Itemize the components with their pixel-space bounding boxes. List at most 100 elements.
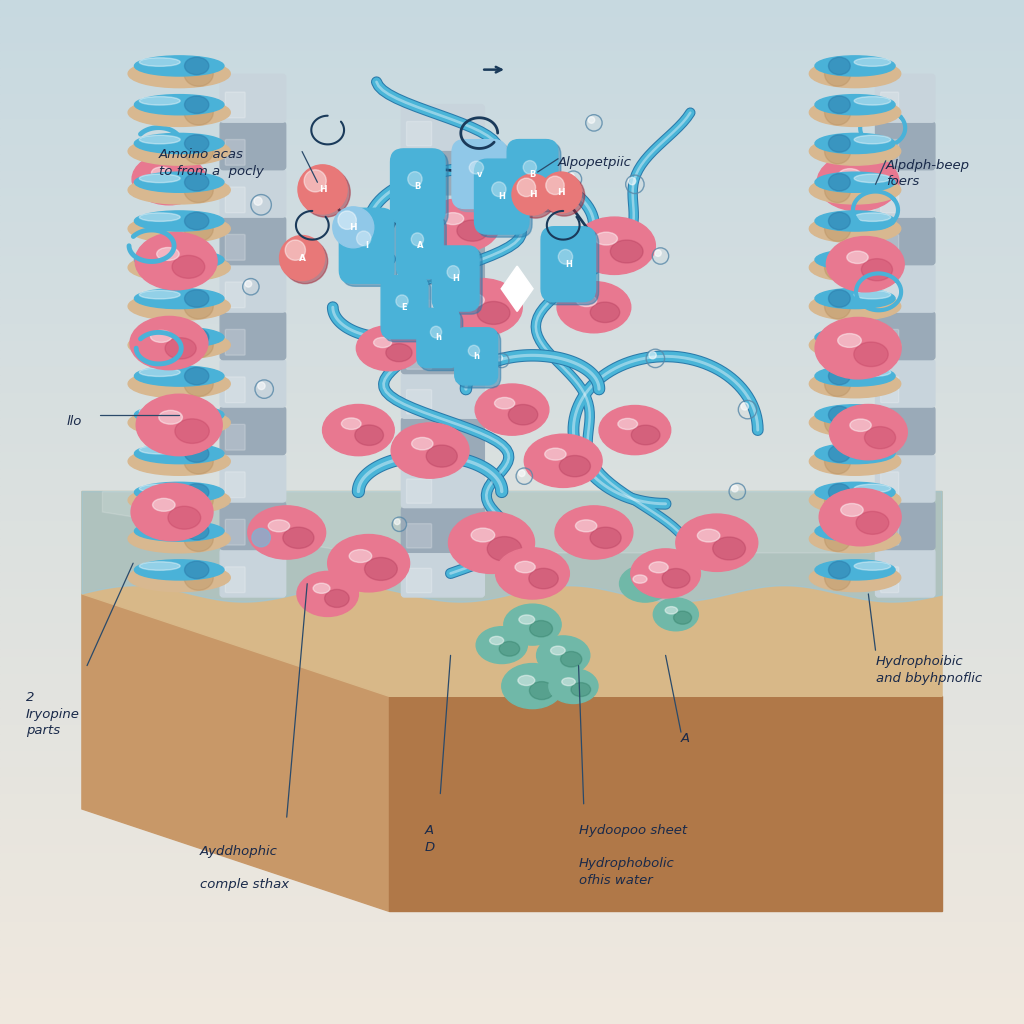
Ellipse shape xyxy=(558,250,572,264)
Bar xyxy=(0,69,1024,77)
Text: I: I xyxy=(366,242,368,250)
Ellipse shape xyxy=(128,331,230,359)
Ellipse shape xyxy=(666,606,678,614)
Text: H: H xyxy=(349,223,357,231)
FancyBboxPatch shape xyxy=(881,234,899,260)
Ellipse shape xyxy=(447,265,460,279)
Ellipse shape xyxy=(815,172,895,193)
FancyBboxPatch shape xyxy=(399,216,446,282)
Ellipse shape xyxy=(590,302,620,323)
Ellipse shape xyxy=(139,174,180,182)
Circle shape xyxy=(544,175,585,216)
Ellipse shape xyxy=(128,215,230,243)
Ellipse shape xyxy=(412,437,433,450)
Ellipse shape xyxy=(134,133,224,154)
FancyBboxPatch shape xyxy=(876,75,935,122)
Text: H: H xyxy=(453,274,459,283)
Ellipse shape xyxy=(809,137,901,165)
FancyBboxPatch shape xyxy=(225,234,245,260)
Ellipse shape xyxy=(412,232,424,246)
Circle shape xyxy=(333,207,374,248)
Ellipse shape xyxy=(815,250,895,270)
Ellipse shape xyxy=(824,526,851,552)
Bar xyxy=(0,904,1024,913)
Circle shape xyxy=(338,211,356,229)
Bar xyxy=(0,512,1024,520)
Ellipse shape xyxy=(854,342,888,367)
FancyBboxPatch shape xyxy=(401,195,484,240)
Ellipse shape xyxy=(633,574,647,584)
FancyBboxPatch shape xyxy=(541,226,596,302)
Ellipse shape xyxy=(128,59,230,88)
FancyBboxPatch shape xyxy=(881,472,899,498)
Ellipse shape xyxy=(139,96,180,105)
Ellipse shape xyxy=(131,483,213,541)
Circle shape xyxy=(567,173,574,179)
Bar xyxy=(0,981,1024,990)
Ellipse shape xyxy=(529,621,553,637)
Ellipse shape xyxy=(184,449,213,474)
Ellipse shape xyxy=(828,173,850,190)
Ellipse shape xyxy=(809,176,901,204)
Ellipse shape xyxy=(134,328,224,347)
Ellipse shape xyxy=(139,252,180,260)
Bar xyxy=(0,802,1024,811)
Ellipse shape xyxy=(815,482,895,503)
Bar xyxy=(0,239,1024,248)
FancyBboxPatch shape xyxy=(510,142,561,212)
Ellipse shape xyxy=(850,419,871,431)
Bar xyxy=(0,51,1024,59)
Bar xyxy=(0,699,1024,709)
Ellipse shape xyxy=(824,138,851,164)
Bar xyxy=(0,691,1024,699)
Ellipse shape xyxy=(134,211,224,231)
Bar xyxy=(0,529,1024,538)
Bar xyxy=(0,315,1024,325)
Bar xyxy=(0,187,1024,197)
FancyBboxPatch shape xyxy=(342,211,397,287)
Ellipse shape xyxy=(523,161,537,174)
Bar xyxy=(0,461,1024,469)
FancyBboxPatch shape xyxy=(220,454,286,502)
Ellipse shape xyxy=(442,213,464,224)
Text: Alpdph-beep
foers: Alpdph-beep foers xyxy=(886,159,970,188)
Ellipse shape xyxy=(854,445,891,454)
Ellipse shape xyxy=(828,251,850,268)
Ellipse shape xyxy=(184,483,209,501)
Bar xyxy=(0,453,1024,461)
Ellipse shape xyxy=(128,447,230,475)
Ellipse shape xyxy=(555,506,633,559)
FancyBboxPatch shape xyxy=(407,256,432,280)
Ellipse shape xyxy=(524,434,602,487)
Bar xyxy=(0,837,1024,845)
Bar xyxy=(0,248,1024,256)
Ellipse shape xyxy=(824,449,851,474)
Ellipse shape xyxy=(462,294,484,306)
FancyBboxPatch shape xyxy=(407,166,432,190)
Ellipse shape xyxy=(828,522,850,540)
Bar xyxy=(0,401,1024,410)
Bar xyxy=(0,145,1024,154)
Ellipse shape xyxy=(809,447,901,475)
Ellipse shape xyxy=(809,370,901,397)
FancyBboxPatch shape xyxy=(881,139,899,165)
Ellipse shape xyxy=(134,560,224,580)
Ellipse shape xyxy=(184,138,213,164)
FancyBboxPatch shape xyxy=(225,187,245,213)
Ellipse shape xyxy=(562,678,575,686)
Ellipse shape xyxy=(573,217,655,274)
FancyBboxPatch shape xyxy=(432,246,479,311)
Bar xyxy=(0,922,1024,930)
Ellipse shape xyxy=(809,486,901,514)
Ellipse shape xyxy=(184,216,213,242)
Ellipse shape xyxy=(184,255,213,281)
FancyBboxPatch shape xyxy=(881,282,899,307)
Ellipse shape xyxy=(139,291,180,299)
Bar xyxy=(0,8,1024,17)
Ellipse shape xyxy=(184,565,213,590)
Bar xyxy=(0,486,1024,495)
FancyBboxPatch shape xyxy=(396,213,443,279)
Bar xyxy=(0,947,1024,955)
Ellipse shape xyxy=(809,59,901,88)
Circle shape xyxy=(252,528,270,547)
